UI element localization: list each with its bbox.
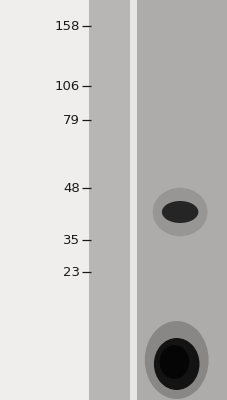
Ellipse shape bbox=[159, 345, 188, 379]
Ellipse shape bbox=[152, 188, 207, 236]
Text: 48: 48 bbox=[63, 182, 79, 194]
Bar bbox=[136, 0, 227, 400]
Text: 158: 158 bbox=[54, 20, 79, 32]
Bar bbox=[129, 0, 136, 400]
Bar bbox=[89, 0, 129, 400]
Text: 23: 23 bbox=[62, 266, 79, 278]
Text: 79: 79 bbox=[63, 114, 79, 126]
Ellipse shape bbox=[161, 201, 197, 223]
Ellipse shape bbox=[144, 321, 208, 399]
Ellipse shape bbox=[153, 338, 199, 390]
Text: 106: 106 bbox=[54, 80, 79, 92]
Text: 35: 35 bbox=[62, 234, 79, 246]
